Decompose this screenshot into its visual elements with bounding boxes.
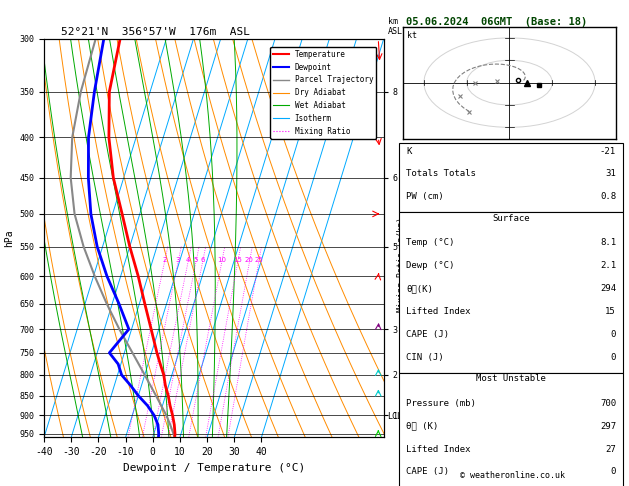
Text: 20: 20 xyxy=(245,258,253,263)
Text: θᴇ(K): θᴇ(K) xyxy=(406,284,433,293)
Text: 10: 10 xyxy=(217,258,226,263)
Text: 27: 27 xyxy=(605,445,616,453)
Text: CIN (J): CIN (J) xyxy=(406,353,443,362)
Text: 31: 31 xyxy=(605,170,616,178)
Text: CAPE (J): CAPE (J) xyxy=(406,468,449,476)
X-axis label: Dewpoint / Temperature (°C): Dewpoint / Temperature (°C) xyxy=(123,463,305,473)
Text: Lifted Index: Lifted Index xyxy=(406,307,470,316)
Text: K: K xyxy=(406,147,411,156)
Text: 15: 15 xyxy=(605,307,616,316)
Y-axis label: hPa: hPa xyxy=(4,229,14,247)
Text: PW (cm): PW (cm) xyxy=(406,192,443,201)
Text: 294: 294 xyxy=(600,284,616,293)
Bar xyxy=(399,212,623,373)
Text: 8.1: 8.1 xyxy=(600,238,616,247)
Y-axis label: km
ASL: km ASL xyxy=(423,228,438,248)
Text: Totals Totals: Totals Totals xyxy=(406,170,476,178)
Legend: Temperature, Dewpoint, Parcel Trajectory, Dry Adiabat, Wet Adiabat, Isotherm, Mi: Temperature, Dewpoint, Parcel Trajectory… xyxy=(270,47,377,139)
Text: -21: -21 xyxy=(600,147,616,156)
Bar xyxy=(399,373,623,486)
Text: Pressure (mb): Pressure (mb) xyxy=(406,399,476,408)
Text: km
ASL: km ASL xyxy=(388,17,403,36)
Text: Surface: Surface xyxy=(493,214,530,223)
Text: Lifted Index: Lifted Index xyxy=(406,445,470,453)
Text: 0: 0 xyxy=(611,353,616,362)
Text: 297: 297 xyxy=(600,421,616,431)
Text: 3: 3 xyxy=(175,258,180,263)
Text: 0.8: 0.8 xyxy=(600,192,616,201)
Text: 0: 0 xyxy=(611,330,616,339)
Text: © weatheronline.co.uk: © weatheronline.co.uk xyxy=(460,471,565,480)
Text: 0: 0 xyxy=(611,468,616,476)
Text: Most Unstable: Most Unstable xyxy=(476,374,546,383)
Text: LCL: LCL xyxy=(387,412,402,421)
Text: 25: 25 xyxy=(254,258,263,263)
Text: 2: 2 xyxy=(162,258,167,263)
Text: CAPE (J): CAPE (J) xyxy=(406,330,449,339)
Text: 2.1: 2.1 xyxy=(600,261,616,270)
Text: 15: 15 xyxy=(233,258,242,263)
Text: 700: 700 xyxy=(600,399,616,408)
Bar xyxy=(399,143,623,212)
Text: Dewp (°C): Dewp (°C) xyxy=(406,261,455,270)
Text: Mixing Ratio (g/kg): Mixing Ratio (g/kg) xyxy=(398,217,406,312)
Text: 4: 4 xyxy=(186,258,190,263)
Text: 6: 6 xyxy=(200,258,204,263)
Text: Temp (°C): Temp (°C) xyxy=(406,238,455,247)
Text: 52°21'N  356°57'W  176m  ASL: 52°21'N 356°57'W 176m ASL xyxy=(61,27,250,37)
Text: 5: 5 xyxy=(194,258,198,263)
Text: θᴇ (K): θᴇ (K) xyxy=(406,421,438,431)
Text: 05.06.2024  06GMT  (Base: 18): 05.06.2024 06GMT (Base: 18) xyxy=(406,17,587,27)
Text: kt: kt xyxy=(407,31,417,40)
